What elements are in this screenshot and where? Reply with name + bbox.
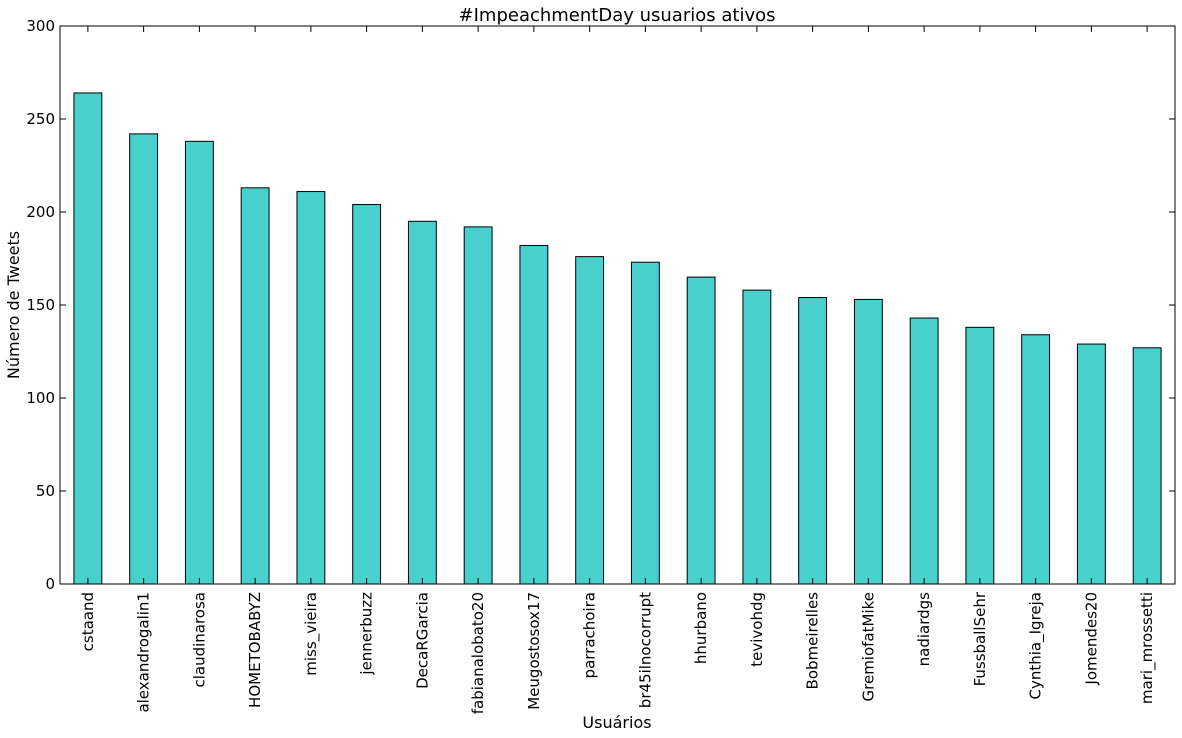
bar-alexandrogalin1 — [129, 133, 159, 585]
x-tick-label: jennerbuzz — [358, 592, 376, 676]
bar-br45ilnocorrupt — [630, 261, 660, 585]
bar-DecaRGarcia — [407, 220, 437, 585]
x-axis: cstaand alexandrogalin1 claudinarosa HOMETO… — [79, 26, 1157, 714]
bar-Meugostosox17 — [519, 244, 549, 585]
x-axis-label: Usuários — [582, 713, 651, 732]
x-tick-label: parrachoira — [581, 592, 599, 678]
x-tick-label: nadiardgs — [915, 592, 933, 667]
chart-title: #ImpeachmentDay usuarios ativos — [459, 5, 776, 26]
y-axis: 0 50 100 150 200 250 300 — [26, 17, 1175, 593]
bar-parrachoira — [575, 256, 605, 585]
x-tick-label: claudinarosa — [190, 592, 208, 688]
bar-hhurbano — [686, 276, 716, 585]
bar-tevivohdg — [742, 289, 772, 585]
plot-frame — [59, 25, 1176, 585]
x-tick-label: miss_vieira — [302, 592, 321, 676]
x-tick-label: br45ilnocorrupt — [636, 592, 654, 708]
x-tick-label: alexandrogalin1 — [135, 592, 153, 713]
y-tick-label: 50 — [36, 482, 55, 500]
x-tick-label: hhurbano — [692, 592, 710, 664]
x-tick-label: Meugostosox17 — [525, 592, 543, 710]
y-tick-label: 100 — [26, 389, 55, 407]
bars-group — [73, 92, 1162, 585]
x-tick-label: FussballSehr — [971, 591, 989, 686]
bar-nadiardgs — [909, 317, 939, 585]
bar-Jomendes20 — [1076, 343, 1106, 585]
y-axis-label: Número de Tweets — [4, 231, 23, 379]
x-tick-label: HOMETOBABYZ — [246, 592, 264, 708]
x-tick-label: Jomendes20 — [1082, 592, 1100, 686]
bar-Cynthia_Igreja — [1021, 334, 1051, 585]
y-tick-label: 300 — [26, 17, 55, 35]
bar-jennerbuzz — [352, 204, 382, 585]
bar-Bobmeirelles — [798, 297, 828, 585]
bar-GremiofatMike — [853, 298, 883, 585]
bar-miss_vieira — [296, 191, 326, 585]
y-tick-label: 250 — [26, 110, 55, 128]
x-tick-label: cstaand — [79, 592, 97, 651]
x-tick-label: DecaRGarcia — [413, 592, 431, 689]
x-tick-label: GremiofatMike — [859, 592, 877, 702]
bar-FussballSehr — [965, 326, 995, 585]
bar-mari_mrossetti — [1132, 347, 1162, 585]
x-tick-label: mari_mrossetti — [1138, 592, 1157, 704]
x-tick-label: tevivohdg — [748, 592, 766, 667]
bar-HOMETOBABYZ — [240, 187, 270, 585]
y-tick-label: 200 — [26, 203, 55, 221]
bar-cstaand — [73, 92, 103, 585]
x-tick-label: fabianalobato20 — [469, 592, 487, 714]
bar-fabianalobato20 — [463, 226, 493, 585]
x-tick-label: Cynthia_Igreja — [1027, 592, 1046, 699]
bar-claudinarosa — [184, 140, 214, 585]
y-tick-label: 0 — [45, 575, 55, 593]
y-tick-label: 150 — [26, 296, 55, 314]
x-tick-label: Bobmeirelles — [804, 592, 822, 690]
